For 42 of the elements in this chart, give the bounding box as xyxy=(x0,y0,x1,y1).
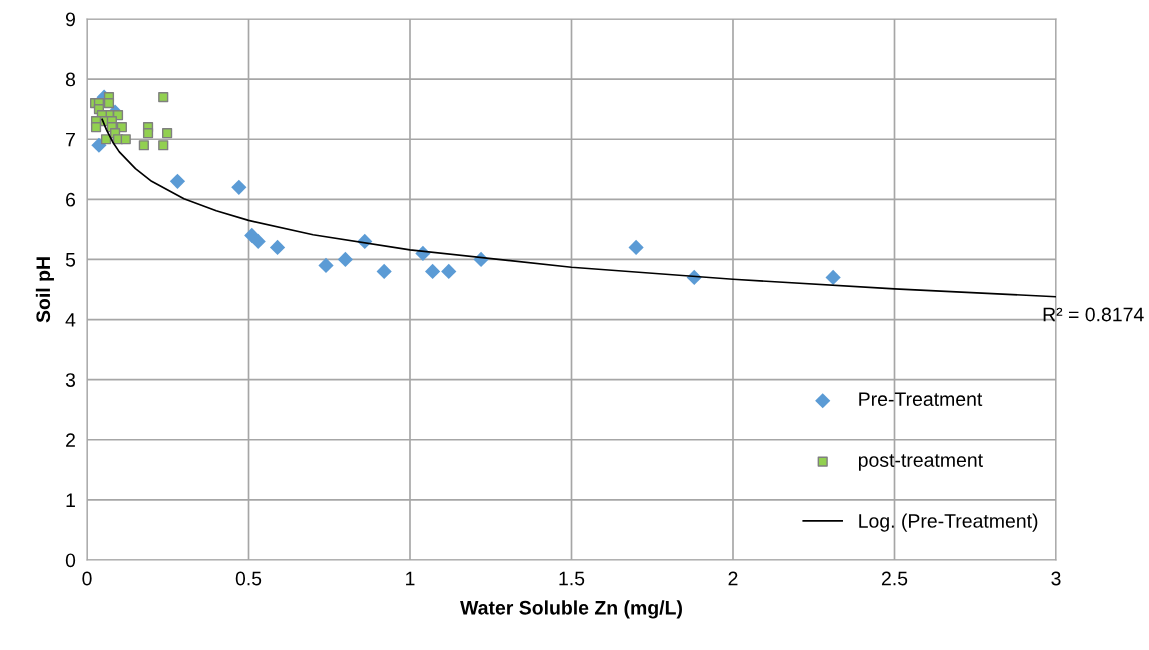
point xyxy=(169,173,186,189)
point xyxy=(90,122,102,133)
y-tick-label: 8 xyxy=(65,72,76,87)
legend-label: post-treatment xyxy=(858,454,983,471)
x-tick-label: 1 xyxy=(406,571,415,586)
point xyxy=(318,257,334,274)
x-tick-label: 2.5 xyxy=(881,571,908,586)
point xyxy=(376,263,392,280)
legend-label: Log. (Pre-Treatment) xyxy=(859,513,1038,532)
point xyxy=(825,269,841,286)
point xyxy=(231,179,247,195)
x-tick-label: 0 xyxy=(82,571,92,586)
point xyxy=(158,92,169,103)
y-tick-label: 4 xyxy=(65,313,76,327)
x-tick-label: 3 xyxy=(1051,571,1061,586)
y-tick-label: 0 xyxy=(65,553,76,568)
y-tick-label: 3 xyxy=(65,373,76,387)
x-axis-title: Water Soluble Zn (mg/L) xyxy=(460,600,682,619)
legend-label: Pre-Treatment xyxy=(859,392,983,407)
point xyxy=(441,263,457,280)
point xyxy=(142,128,154,139)
point xyxy=(337,251,354,268)
x-tick-label: 0.5 xyxy=(235,571,262,586)
point xyxy=(269,239,286,256)
point xyxy=(250,233,266,250)
point xyxy=(158,140,169,151)
point xyxy=(425,263,441,280)
point xyxy=(120,134,131,145)
point xyxy=(138,140,149,151)
point xyxy=(162,128,173,139)
annotation: R² = 0.8174 xyxy=(1043,307,1144,322)
y-tick-label: 2 xyxy=(66,433,75,447)
y-axis-title: Soil pH xyxy=(35,257,54,323)
point xyxy=(628,239,644,256)
y-tick-label: 6 xyxy=(66,192,76,207)
y-tick-label: 7 xyxy=(66,132,75,147)
y-tick-label: 1 xyxy=(66,493,75,507)
y-tick-label: 5 xyxy=(65,253,76,267)
x-tick-label: 1.5 xyxy=(559,571,585,586)
point xyxy=(103,98,115,109)
y-tick-label: 9 xyxy=(65,12,75,27)
x-tick-label: 2 xyxy=(728,571,738,586)
